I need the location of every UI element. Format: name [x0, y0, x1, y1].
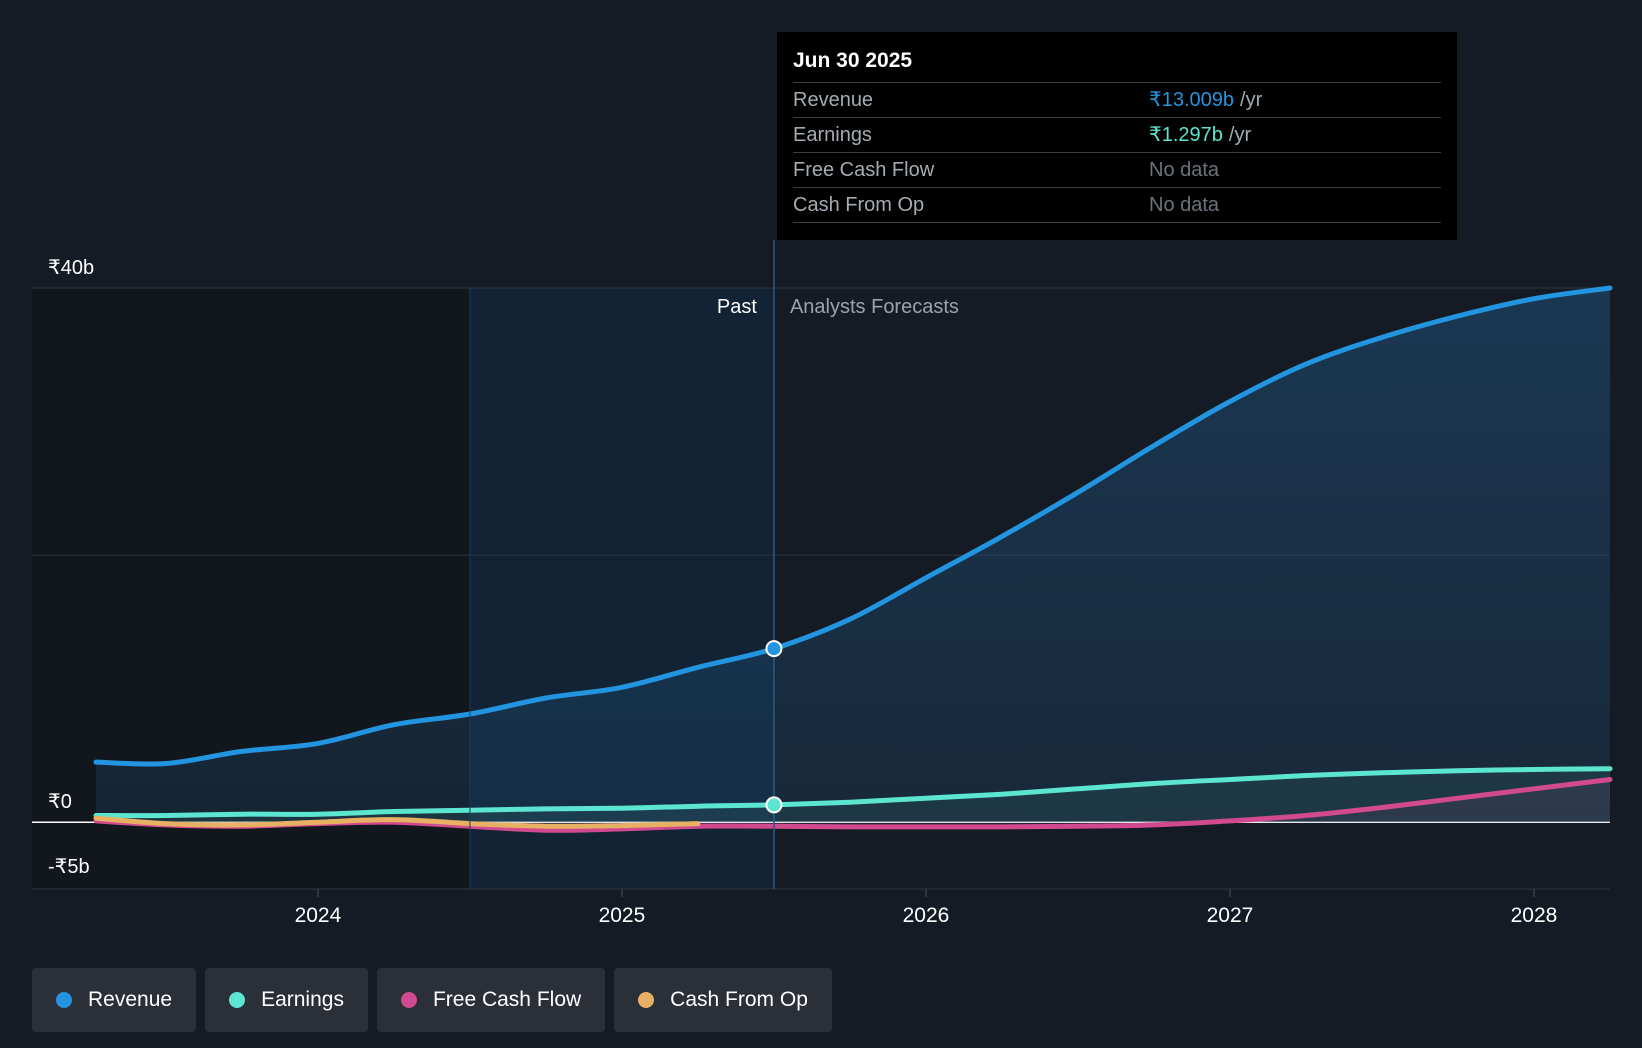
earnings-line [93, 766, 1613, 819]
tooltip-unit: /yr [1228, 124, 1252, 146]
tooltip: Jun 30 2025 Revenue ₹13.009b /yr Earning… [777, 32, 1457, 240]
y-tick-label: ₹0 [48, 791, 72, 813]
revenue-marker[interactable] [765, 640, 783, 658]
legend-item-free-cash-flow[interactable]: Free Cash Flow [376, 968, 606, 1032]
legend-dot-icon [229, 992, 246, 1008]
y-tick-label: ₹40b [48, 257, 94, 279]
x-tick-label: 2028 [1511, 904, 1558, 927]
past-label: Past [717, 296, 757, 318]
x-tick-label: 2027 [1207, 904, 1254, 927]
tooltip-row-cash-from-op: Cash From Op No data [793, 188, 1441, 223]
tooltip-label: Free Cash Flow [793, 159, 935, 181]
tooltip-row-free-cash-flow: Free Cash Flow No data [793, 153, 1441, 188]
tooltip-date: Jun 30 2025 [793, 46, 1441, 83]
y-tick-label: -₹5b [48, 856, 90, 878]
tooltip-value: No data [1149, 194, 1220, 216]
legend-item-cash-from-op[interactable]: Cash From Op [614, 968, 832, 1032]
x-tick-label: 2026 [903, 904, 950, 927]
legend-dot-icon [56, 992, 72, 1008]
legend-label: Cash From Op [670, 988, 808, 1011]
legend-item-earnings[interactable]: Earnings [205, 968, 368, 1032]
earnings-marker[interactable] [765, 796, 783, 814]
tooltip-label: Revenue [793, 89, 874, 111]
legend-item-revenue[interactable]: Revenue [32, 968, 197, 1032]
legend-label: Revenue [88, 988, 173, 1011]
revenue-area [96, 288, 1610, 823]
earnings-area [96, 768, 1610, 823]
forecast-label: Analysts Forecasts [790, 296, 959, 318]
legend-dot-icon [400, 992, 417, 1008]
x-tick-label: 2025 [599, 904, 646, 927]
legend-label: Free Cash Flow [432, 988, 582, 1011]
cash-from-op-line [93, 815, 701, 829]
legend-label: Earnings [261, 988, 344, 1011]
x-tick-label: 2024 [295, 904, 342, 927]
tooltip-value: No data [1149, 159, 1220, 181]
legend-dot-icon [638, 992, 655, 1008]
tooltip-label: Cash From Op [793, 194, 925, 216]
tooltip-value: ₹1.297b [1149, 124, 1223, 146]
tooltip-row-revenue: Revenue ₹13.009b /yr [793, 83, 1441, 118]
tooltip-label: Earnings [793, 124, 872, 146]
revenue-line [93, 285, 1613, 767]
tooltip-unit: /yr [1240, 89, 1263, 111]
tooltip-value: ₹13.009b [1149, 89, 1235, 111]
tooltip-row-earnings: Earnings ₹1.297b /yr [793, 118, 1441, 153]
legend: Revenue Earnings Free Cash Flow Cash Fro… [32, 968, 832, 1032]
